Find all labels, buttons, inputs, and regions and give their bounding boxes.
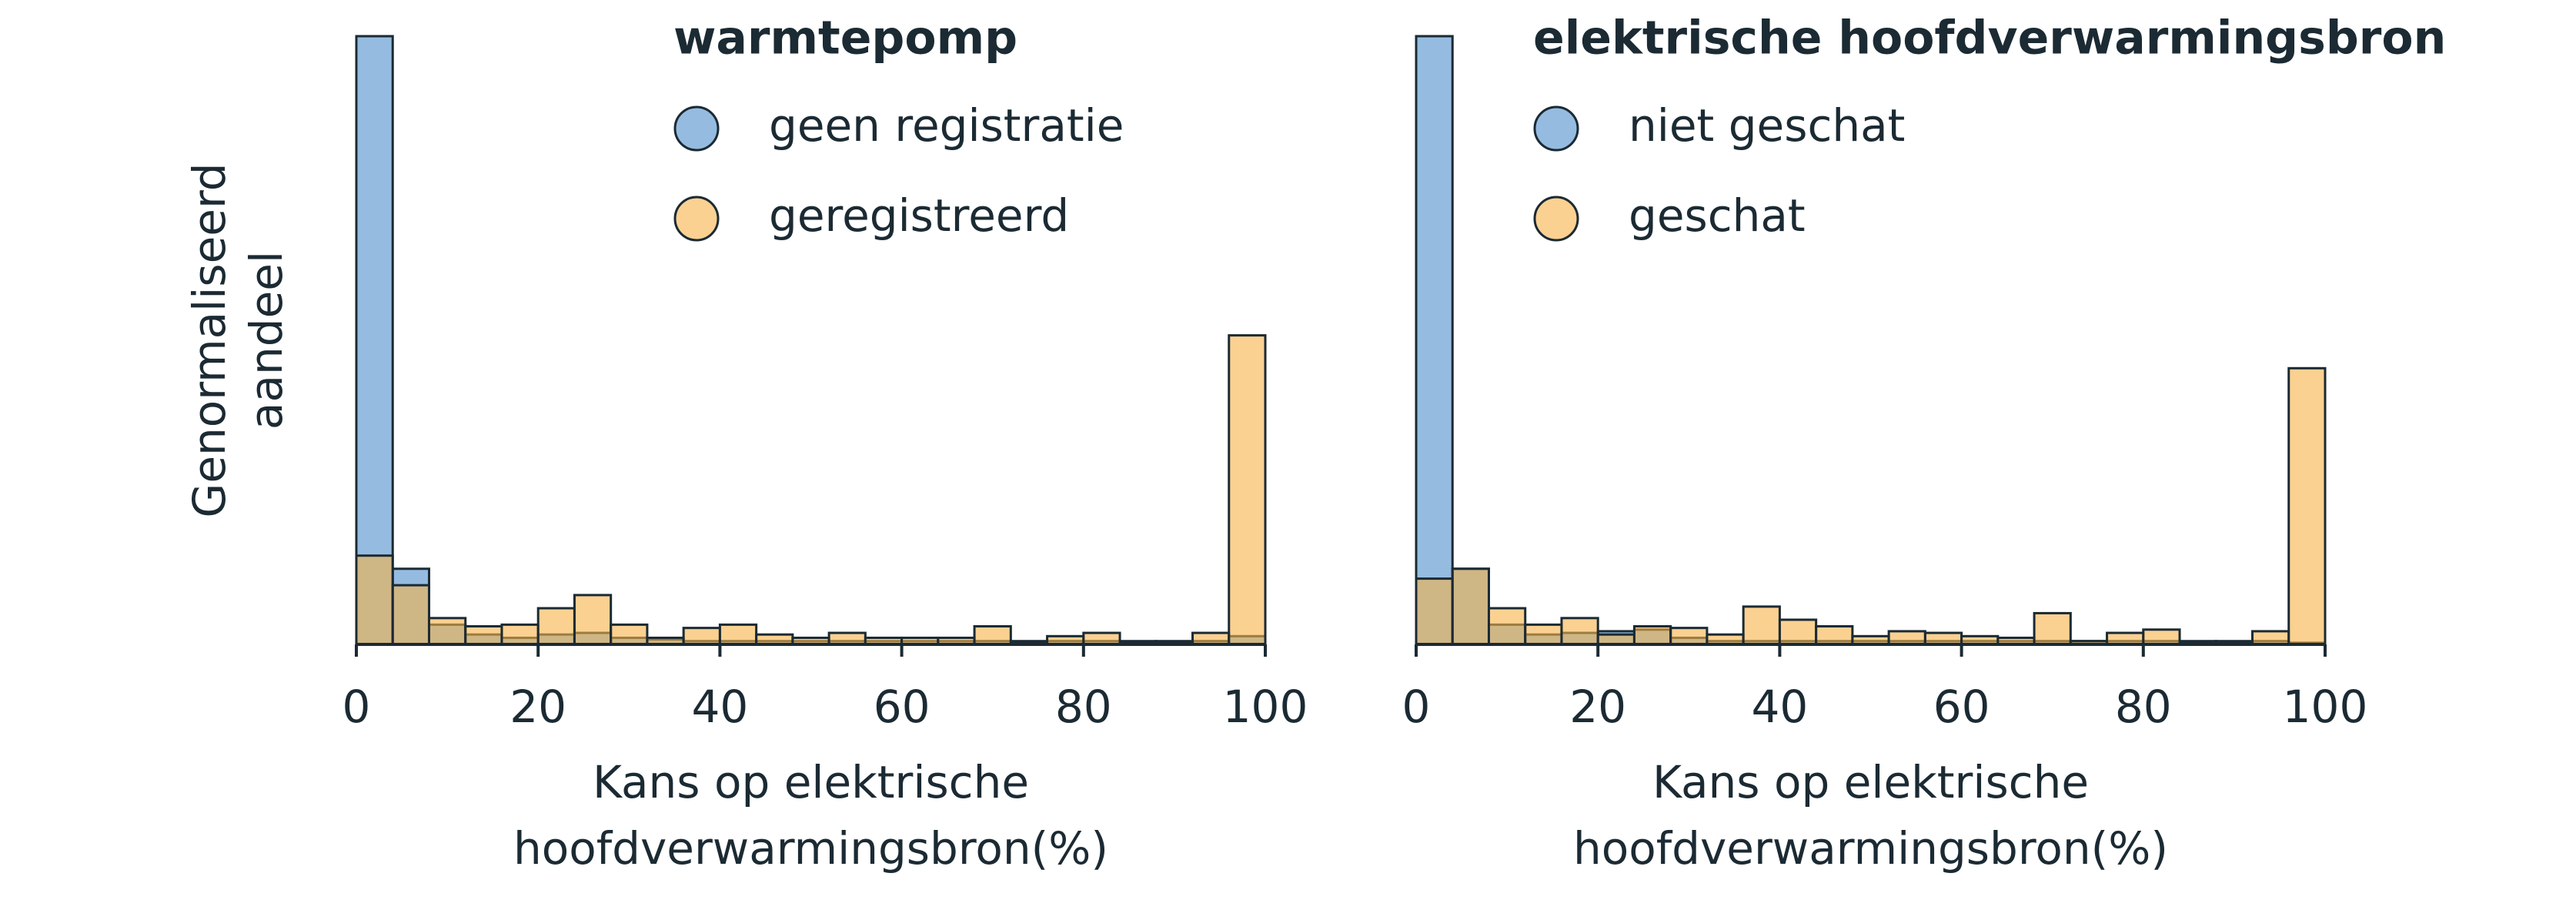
histogram-bar — [1451, 567, 1490, 646]
y-axis-label: Genormaliseerd — [183, 162, 236, 517]
legend-label: geschat — [1629, 189, 1806, 242]
y-axis-label: aandeel — [240, 251, 292, 430]
histogram-bar — [1669, 627, 1709, 646]
histogram-bar — [1415, 577, 1454, 646]
histogram-bar — [1632, 625, 1672, 646]
histogram-bar — [2033, 611, 2072, 646]
x-axis-label: Kans op elektrische — [1652, 756, 2089, 808]
x-tick-label: 40 — [691, 681, 748, 733]
legend-label: geregistreerd — [769, 189, 1069, 242]
x-axis-label: hoofdverwarmingsbron(%) — [1573, 822, 2168, 875]
histogram-bar — [1228, 334, 1267, 646]
histogram-bar — [500, 623, 540, 646]
histogram-bar — [1778, 618, 1818, 646]
histogram-bar — [2106, 631, 2145, 646]
histogram-bar — [1923, 631, 1963, 646]
histogram-bar — [827, 631, 867, 646]
histogram-bar — [427, 617, 467, 646]
x-tick-label: 80 — [2115, 681, 2172, 733]
histogram-bar — [1887, 630, 1926, 646]
histogram-bar — [2142, 628, 2181, 646]
x-tick-label: 20 — [1569, 681, 1626, 733]
histogram-bar — [355, 35, 394, 646]
legend-label: geen registratie — [769, 99, 1124, 152]
histogram-bar — [682, 627, 721, 646]
legend-marker — [1533, 196, 1579, 242]
histogram-bar — [391, 584, 430, 646]
x-tick-label: 80 — [1055, 681, 1112, 733]
x-tick-label: 100 — [2283, 681, 2368, 733]
x-tick-label: 0 — [1402, 681, 1431, 733]
legend-title: elektrische hoofdverwarmingsbron — [1533, 12, 2446, 65]
legend-marker — [1533, 105, 1579, 152]
x-tick-label: 60 — [874, 681, 931, 733]
histogram-bar — [1191, 631, 1231, 646]
legend-label: niet geschat — [1629, 99, 1905, 152]
histogram-bar — [610, 623, 649, 646]
y-axis-label-group: Genormaliseerd aandeel — [183, 162, 292, 517]
histogram-bar — [464, 625, 503, 646]
histogram-bar — [1082, 631, 1121, 646]
x-tick-label: 20 — [510, 681, 566, 733]
histogram-bar — [573, 594, 613, 646]
x-tick-label: 100 — [1223, 681, 1308, 733]
histogram-bar — [1815, 625, 1854, 646]
x-axis-label: Kans op elektrische — [593, 756, 1029, 808]
legend-marker — [673, 105, 720, 152]
x-tick-label: 0 — [342, 681, 371, 733]
legend-title: warmtepomp — [673, 12, 1017, 65]
histogram-bar — [536, 607, 576, 646]
x-axis-label: hoofdverwarmingsbron(%) — [513, 822, 1108, 875]
histogram-bar — [1524, 623, 1563, 646]
histogram-bar — [1560, 617, 1599, 646]
histogram-bar — [1415, 35, 1454, 646]
legend-marker — [673, 196, 720, 242]
histogram-bar — [718, 623, 758, 646]
histogram-bar — [355, 554, 394, 646]
x-tick-label: 40 — [1751, 681, 1808, 733]
histogram-bar — [2287, 366, 2327, 646]
x-tick-label: 60 — [1933, 681, 1990, 733]
histogram-bar — [1487, 607, 1527, 646]
histogram-bar — [973, 625, 1012, 646]
histogram-bar — [1742, 605, 1781, 646]
histogram-bar — [2251, 630, 2290, 646]
